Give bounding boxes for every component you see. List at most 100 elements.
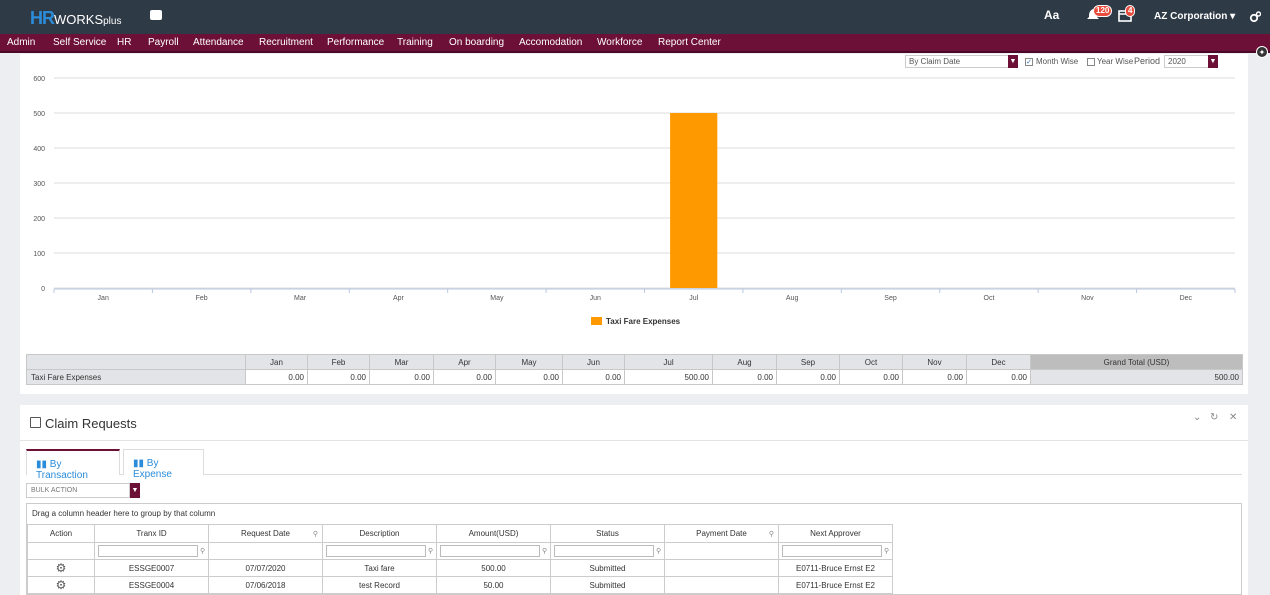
font-size-toggle[interactable]: Aa: [1044, 8, 1060, 22]
summary-col-header: Feb: [307, 354, 370, 370]
request-date-cell: 07/06/2018: [208, 576, 323, 594]
gear-icon[interactable]: ⚙: [55, 561, 67, 575]
settings-icon[interactable]: [1249, 11, 1261, 23]
summary-col-header: Apr: [433, 354, 496, 370]
summary-cell: 500.00: [624, 369, 713, 385]
x-tick-label: Dec: [1180, 295, 1193, 302]
col-description[interactable]: Description: [322, 524, 437, 543]
summary-cell: 0.00: [433, 369, 496, 385]
col-amount[interactable]: Amount(USD): [436, 524, 551, 543]
bar-chart-icon: ▮▮: [133, 458, 147, 469]
claims-header-row: Action Tranx ID Request Date ⚲ Descriptio…: [27, 524, 893, 543]
summary-cell: 0.00: [245, 369, 308, 385]
description-filter-input[interactable]: [325, 545, 426, 557]
tab-by-expense[interactable]: ▮▮ By Expense: [123, 449, 204, 480]
approver-filter-input[interactable]: [781, 545, 882, 557]
grand-total-header: Grand Total (USD): [1030, 354, 1243, 370]
nav-payroll[interactable]: Payroll: [148, 37, 179, 48]
bar: [670, 113, 718, 288]
filter-cell: ⚲: [322, 542, 437, 560]
panel-divider: [20, 440, 1248, 441]
col-request-date[interactable]: Request Date ⚲: [208, 524, 323, 543]
filter-icon[interactable]: ⚲: [200, 548, 206, 556]
nav-report-center[interactable]: Report Center: [658, 37, 721, 48]
summary-row-label: Taxi Fare Expenses: [26, 369, 246, 385]
briefcase-icon[interactable]: [150, 10, 162, 20]
y-tick-label: 400: [33, 146, 45, 153]
col-action[interactable]: Action: [27, 524, 95, 543]
nav-accomodation[interactable]: Accomodation: [519, 37, 583, 48]
period-label: Period: [1134, 56, 1161, 66]
filter-icon[interactable]: ⚲: [656, 548, 662, 556]
y-tick-label: 0: [41, 286, 45, 293]
filter-icon[interactable]: ⚲: [428, 548, 434, 556]
nav-attendance[interactable]: Attendance: [193, 37, 244, 48]
pin-icon[interactable]: ✦: [1256, 46, 1268, 58]
close-icon[interactable]: ✕: [1229, 412, 1238, 423]
claim-by-dropdown-icon[interactable]: ▼: [1008, 55, 1018, 68]
col-status[interactable]: Status: [550, 524, 665, 543]
notification-icon[interactable]: 120: [1086, 5, 1113, 25]
filter-icon[interactable]: ⚲: [768, 531, 774, 538]
filter-icon[interactable]: ⚲: [884, 548, 890, 556]
period-dropdown-icon[interactable]: ▼: [1208, 55, 1218, 68]
nav-workforce[interactable]: Workforce: [597, 37, 643, 48]
y-tick-label: 500: [33, 111, 45, 118]
claims-title: Claim Requests: [45, 416, 137, 431]
request-date-cell: 07/07/2020: [208, 559, 323, 577]
bulk-action-dropdown-icon[interactable]: ▼: [130, 483, 140, 498]
filter-icon[interactable]: ⚲: [312, 531, 318, 538]
year-wise-checkbox[interactable]: [1087, 58, 1095, 66]
month-wise-checkbox[interactable]: ✓: [1025, 58, 1033, 66]
x-tick-label: Apr: [393, 295, 405, 302]
bulk-action-select[interactable]: BULK ACTION: [26, 483, 130, 498]
col-label: Payment Date: [696, 529, 747, 538]
table-row[interactable]: ⚙ ESSGE0007 07/07/2020 Taxi fare 500.00 …: [27, 559, 893, 577]
tab-label: By Expense: [133, 458, 172, 480]
x-tick-label: Nov: [1081, 295, 1094, 302]
app-logo[interactable]: HRWORKSplus: [30, 8, 121, 29]
group-by-hint: Drag a column header here to group by th…: [32, 509, 216, 518]
nav-hr[interactable]: HR: [117, 37, 132, 48]
col-payment-date[interactable]: Payment Date ⚲: [664, 524, 779, 543]
tranx-id-cell: ESSGE0007: [94, 559, 209, 577]
gear-icon[interactable]: ⚙: [55, 578, 67, 592]
amount-filter-input[interactable]: [439, 545, 540, 557]
table-row[interactable]: ⚙ ESSGE0004 07/06/2018 test Record 50.00…: [27, 576, 893, 594]
col-label: Request Date: [241, 529, 290, 538]
tranx-id-filter-input[interactable]: [97, 545, 198, 557]
y-tick-label: 200: [33, 216, 45, 223]
y-tick-label: 300: [33, 181, 45, 188]
col-next-approver[interactable]: Next Approver: [778, 524, 893, 543]
col-tranx-id[interactable]: Tranx ID: [94, 524, 209, 543]
nav-training[interactable]: Training: [397, 37, 433, 48]
summary-table: Jan Feb Mar Apr May Jun Jul Aug Sep Oct …: [26, 354, 1243, 385]
calendar-icon[interactable]: 4: [1118, 5, 1136, 25]
logo-works: WORKS: [54, 12, 104, 27]
filter-cell: ⚲: [550, 542, 665, 560]
filter-cell: ⚲: [778, 542, 893, 560]
company-selector[interactable]: AZ Corporation ▾: [1154, 11, 1236, 22]
summary-col-header: Jun: [562, 354, 625, 370]
collapse-icon[interactable]: ⌄: [1193, 412, 1202, 423]
claims-bar-chart: 0 100 200 300 400 500 600 Jan Feb Mar Apr May Jun Jul…: [33, 76, 1236, 326]
nav-self-service[interactable]: Self Service: [53, 37, 107, 48]
x-tick-label: Sep: [884, 295, 897, 302]
status-filter-input[interactable]: [553, 545, 654, 557]
nav-admin[interactable]: Admin: [7, 37, 36, 48]
tab-by-transaction[interactable]: ▮▮ By Transaction: [26, 449, 120, 481]
nav-on-boarding[interactable]: On boarding: [449, 37, 505, 48]
refresh-icon[interactable]: ↻: [1210, 412, 1219, 423]
summary-cell: 0.00: [839, 369, 903, 385]
logo-plus: plus: [103, 16, 122, 27]
summary-row: Taxi Fare Expenses 0.00 0.00 0.00 0.00 0…: [26, 369, 1243, 385]
summary-col-header: Nov: [902, 354, 967, 370]
summary-cell: 0.00: [966, 369, 1031, 385]
summary-corner: [26, 354, 246, 370]
nav-performance[interactable]: Performance: [327, 37, 385, 48]
filter-row: ⚲ ⚲ ⚲ ⚲ ⚲: [27, 542, 893, 560]
filter-icon[interactable]: ⚲: [542, 548, 548, 556]
nav-recruitment[interactable]: Recruitment: [259, 37, 313, 48]
x-tick-label: Oct: [984, 295, 995, 302]
summary-cell: 0.00: [776, 369, 840, 385]
